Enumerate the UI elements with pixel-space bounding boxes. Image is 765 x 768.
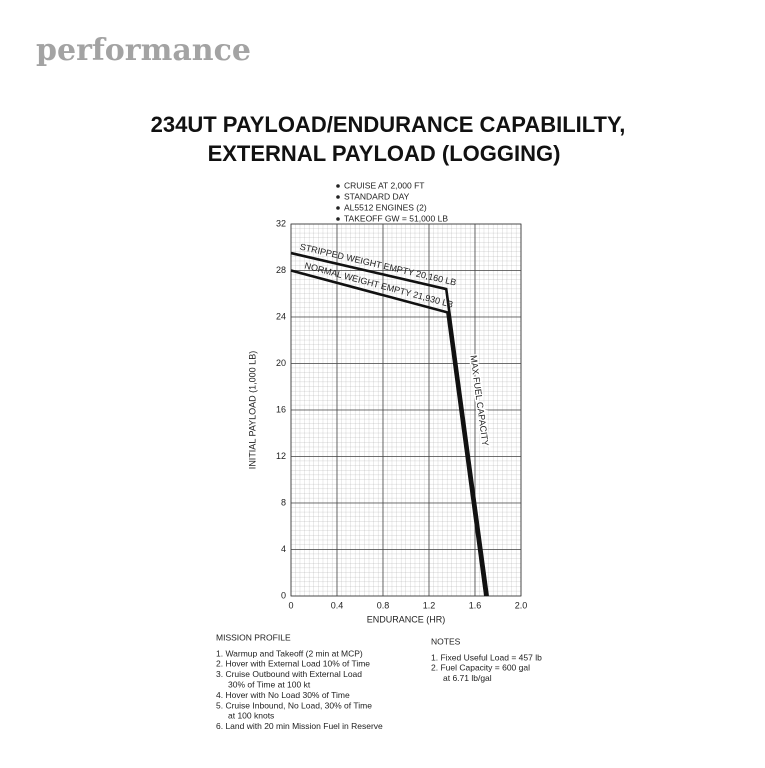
- y-axis-label: INITIAL PAYLOAD (1,000 LB): [247, 351, 257, 469]
- bullet: [336, 217, 340, 221]
- list-item: 3. Cruise Outbound with External Load: [216, 669, 362, 679]
- list-item: at 6.71 lb/gal: [443, 673, 492, 683]
- list-item: 6. Land with 20 min Mission Fuel in Rese…: [216, 721, 383, 731]
- y-tick-label: 28: [276, 265, 286, 275]
- condition: STANDARD DAY: [344, 191, 410, 201]
- section-title: NOTES: [431, 636, 461, 646]
- list-item: 1. Fixed Useful Load = 457 lb: [431, 652, 542, 662]
- chart-title: 234UT PAYLOAD/ENDURANCE CAPABILILTY,: [151, 112, 626, 137]
- y-tick-label: 16: [276, 404, 286, 414]
- list-item: 30% of Time at 100 kt: [228, 679, 311, 689]
- list-item: 5. Cruise Inbound, No Load, 30% of Time: [216, 700, 372, 710]
- list-item: 1. Warmup and Takeoff (2 min at MCP): [216, 648, 363, 658]
- chart-title: EXTERNAL PAYLOAD (LOGGING): [208, 141, 561, 166]
- list-item: 4. Hover with No Load 30% of Time: [216, 690, 350, 700]
- condition: AL5512 ENGINES (2): [344, 202, 427, 212]
- y-tick-label: 32: [276, 218, 286, 228]
- x-tick-label: 0: [288, 600, 293, 610]
- x-tick-label: 0.8: [377, 600, 390, 610]
- list-item: 2. Hover with External Load 10% of Time: [216, 659, 370, 669]
- bullet: [336, 184, 340, 188]
- list-item: 2. Fuel Capacity = 600 gal: [431, 663, 530, 673]
- y-tick-label: 20: [276, 358, 286, 368]
- y-tick-label: 4: [281, 544, 286, 554]
- x-tick-label: 1.2: [423, 600, 436, 610]
- x-tick-label: 2.0: [515, 600, 528, 610]
- y-tick-label: 12: [276, 451, 286, 461]
- bullet: [336, 206, 340, 210]
- y-tick-label: 8: [281, 497, 286, 507]
- x-tick-label: 1.6: [469, 600, 482, 610]
- x-tick-label: 0.4: [331, 600, 344, 610]
- x-axis-label: ENDURANCE (HR): [367, 614, 446, 624]
- bullet: [336, 195, 340, 199]
- condition: TAKEOFF GW = 51,000 LB: [344, 213, 448, 223]
- condition: CRUISE AT 2,000 FT: [344, 180, 424, 190]
- section-title: MISSION PROFILE: [216, 632, 291, 642]
- y-tick-label: 0: [281, 590, 286, 600]
- list-item: at 100 knots: [228, 711, 274, 721]
- series-line: [290, 269, 487, 597]
- page-header: performance: [36, 33, 251, 68]
- y-tick-label: 24: [276, 311, 286, 321]
- series-line: [290, 251, 489, 597]
